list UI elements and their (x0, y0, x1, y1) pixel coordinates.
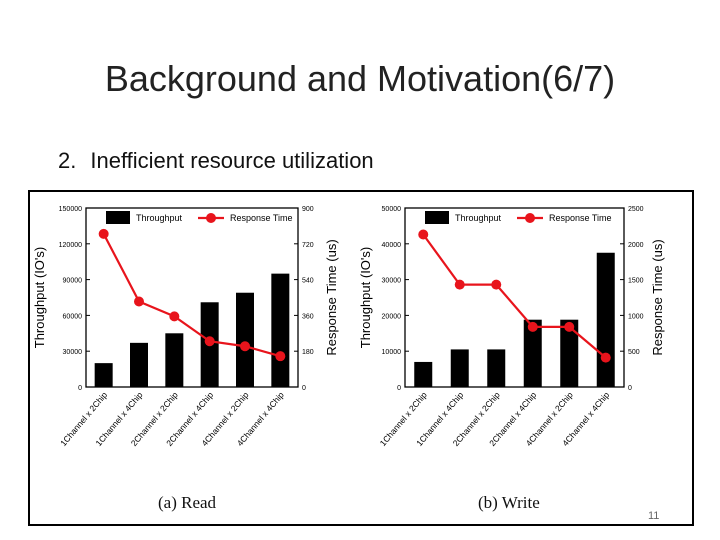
write-right-tick-label: 1000 (628, 313, 644, 320)
write-bar (487, 349, 506, 387)
read-legend-point-swatch (206, 213, 216, 223)
write-response-point (564, 321, 575, 332)
write-right-tick-label: 2000 (628, 242, 644, 249)
read-bar (130, 342, 148, 387)
caption-write: (b) Write (478, 493, 540, 512)
write-response-point (491, 279, 502, 290)
bullet-text: Inefficient resource utilization (90, 148, 374, 173)
bullet-number: 2. (58, 148, 77, 173)
write-left-tick-label: 40000 (382, 242, 402, 249)
read-left-tick-label: 0 (78, 385, 82, 392)
slide-title: Background and Motivation(6/7) (104, 58, 616, 99)
write-plot-area (404, 207, 625, 388)
write-response-point (600, 352, 611, 363)
write-left-tick-label: 10000 (382, 349, 402, 356)
read-left-axis-title: Throughput (IO's) (32, 247, 47, 348)
read-right-tick-label: 900 (302, 206, 314, 213)
write-response-point (527, 321, 538, 332)
read-left-tick-label: 90000 (63, 278, 83, 285)
write-left-tick-label: 30000 (382, 278, 402, 285)
write-response-point (418, 229, 429, 240)
read-response-line (102, 233, 281, 358)
write-bar (450, 349, 469, 387)
read-legend-response: Response Time (230, 213, 293, 223)
write-right-tick-label: 500 (628, 349, 640, 356)
write-response-point (454, 279, 465, 290)
chart-canvas: 0300006000090000120000150000018036054072… (32, 206, 665, 448)
write-bar (560, 319, 579, 387)
write-left-tick-label: 50000 (382, 206, 402, 213)
read-plot-area (85, 207, 299, 388)
read-right-axis-title: Response Time (us) (324, 239, 339, 355)
caption-read: (a) Read (158, 493, 217, 512)
figure-frame: 0 30000 60000 90000 120000 150000 0 180 360 540 72… (28, 190, 694, 526)
read-response-point (204, 336, 215, 347)
read-left-tick-label: 120000 (59, 242, 82, 249)
read-legend-throughput: Throughput (136, 213, 183, 223)
write-left-tick-label: 20000 (382, 313, 402, 320)
read-bar (236, 292, 254, 387)
read-bar (94, 363, 113, 387)
read-response-point (169, 311, 180, 322)
read-legend-bar-swatch (106, 211, 130, 224)
bullet-point: 2. Inefficient resource utilization (58, 148, 374, 174)
read-response-point (275, 351, 286, 362)
write-legend-bar-swatch (425, 211, 449, 224)
write-right-tick-label: 2500 (628, 206, 644, 213)
write-legend-throughput: Throughput (455, 213, 502, 223)
read-left-tick-label: 150000 (59, 206, 82, 213)
read-right-tick-label: 540 (302, 278, 314, 285)
read-right-tick-label: 360 (302, 313, 314, 320)
read-bar (165, 333, 184, 387)
read-left-tick-label: 60000 (63, 313, 83, 320)
write-bar (414, 361, 433, 387)
write-left-axis-title: Throughput (IO's) (358, 247, 373, 348)
write-bar (523, 319, 542, 387)
read-response-point (134, 296, 144, 307)
write-right-tick-label: 0 (628, 385, 632, 392)
write-legend-point-swatch (525, 213, 535, 223)
read-bar (271, 273, 290, 387)
read-response-point (240, 341, 250, 352)
read-left-tick-label: 30000 (63, 349, 83, 356)
read-right-tick-label: 720 (302, 242, 314, 249)
write-response-line (422, 233, 607, 359)
write-right-tick-label: 1500 (628, 278, 644, 285)
read-right-tick-label: 180 (302, 349, 314, 356)
write-bar (596, 252, 615, 387)
read-right-tick-label: 0 (302, 385, 306, 392)
write-right-axis-title: Response Time (us) (650, 239, 665, 355)
write-legend-response: Response Time (549, 213, 612, 223)
write-left-tick-label: 0 (397, 385, 401, 392)
read-response-point (98, 228, 109, 239)
page-number: 11 (648, 510, 660, 522)
